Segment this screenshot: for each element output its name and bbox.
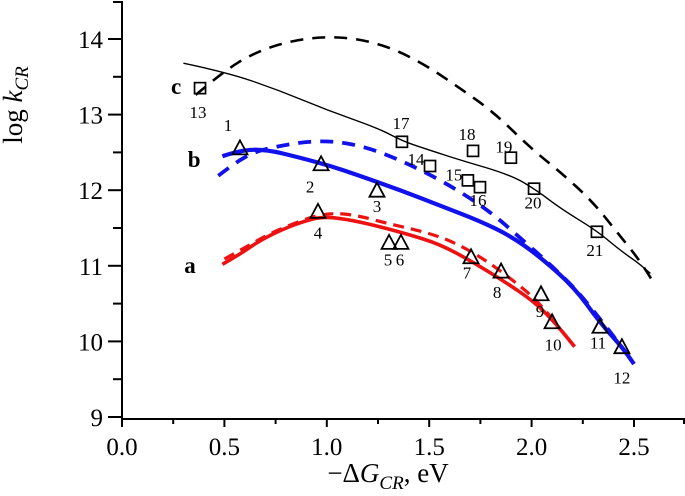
marker-triangle-2 xyxy=(312,154,331,172)
x-axis-label-prefix: −Δ xyxy=(327,458,360,488)
marker-square-18 xyxy=(466,144,480,158)
y-tick-label-12: 12 xyxy=(78,178,103,205)
marker-square-14 xyxy=(423,159,437,173)
curve-c-dashed xyxy=(194,36,656,285)
curve-b-solid xyxy=(221,147,636,366)
point-label-7: 7 xyxy=(463,264,472,283)
marker-triangle-4 xyxy=(308,201,327,219)
marker-triangle-10 xyxy=(543,312,562,330)
point-label-1: 1 xyxy=(224,116,233,135)
y-axis-label-symbol: k xyxy=(0,90,28,103)
point-label-6: 6 xyxy=(396,250,405,269)
marker-triangle-1 xyxy=(230,138,249,156)
point-label-19: 19 xyxy=(495,138,512,157)
x-axis-label: −ΔGCR, eV xyxy=(327,458,449,494)
point-label-5: 5 xyxy=(384,250,393,269)
point-label-2: 2 xyxy=(306,178,315,197)
y-tick-label-14: 14 xyxy=(78,27,104,54)
marker-square-13 xyxy=(193,81,207,95)
point-label-9: 9 xyxy=(536,302,545,321)
point-label-12: 12 xyxy=(613,369,630,388)
curve-label-b: b xyxy=(188,147,201,172)
point-label-4: 4 xyxy=(314,223,323,242)
curve-label-c: c xyxy=(171,74,181,99)
y-tick-label-9: 9 xyxy=(91,405,104,432)
point-label-10: 10 xyxy=(545,336,562,355)
y-tick-label-11: 11 xyxy=(79,254,103,281)
point-label-13: 13 xyxy=(190,103,207,122)
marker-square-16 xyxy=(473,180,487,194)
point-label-8: 8 xyxy=(493,283,502,302)
marker-triangle-7 xyxy=(461,247,480,265)
marker-triangle-9 xyxy=(532,284,551,302)
curve-layer xyxy=(183,36,656,366)
x-tick-label-2.5: 2.5 xyxy=(618,434,649,461)
marker-triangle-6 xyxy=(391,232,410,250)
y-axis-label-subscript: CR xyxy=(12,66,33,91)
curve-label-a: a xyxy=(184,253,196,278)
marker-square-17 xyxy=(395,135,409,149)
marker-triangle-5 xyxy=(380,232,399,250)
x-tick-label-0.0: 0.0 xyxy=(106,434,137,461)
x-axis-label-suffix: , eV xyxy=(404,458,449,488)
y-tick-label-13: 13 xyxy=(78,103,103,130)
x-tick-label-1.5: 1.5 xyxy=(414,434,445,461)
marker-square-21 xyxy=(590,225,604,239)
curve-b-dashed xyxy=(217,139,630,357)
point-label-3: 3 xyxy=(373,197,382,216)
point-label-21: 21 xyxy=(586,241,603,260)
y-tick-label-10: 10 xyxy=(78,329,103,356)
x-tick-label-1.0: 1.0 xyxy=(311,434,342,461)
marker-triangle-12 xyxy=(612,337,631,355)
point-label-15: 15 xyxy=(445,165,462,184)
marker-square-19 xyxy=(504,151,518,165)
point-label-11: 11 xyxy=(590,333,606,352)
point-label-20: 20 xyxy=(525,194,542,213)
marker-square-15 xyxy=(461,174,475,187)
point-label-18: 18 xyxy=(459,125,476,144)
curve-c-solid xyxy=(183,62,651,274)
marker-triangle-3 xyxy=(367,180,386,198)
marker-layer xyxy=(193,81,631,355)
x-tick-label-0.5: 0.5 xyxy=(209,434,240,461)
y-axis-label-prefix: log xyxy=(0,103,28,144)
curve-label-layer: a b c xyxy=(171,74,201,278)
marker-triangle-11 xyxy=(590,316,610,334)
x-axis-label-symbol: G xyxy=(360,458,380,488)
point-label-16: 16 xyxy=(469,191,486,210)
point-label-17: 17 xyxy=(392,114,410,133)
point-label-14: 14 xyxy=(408,150,426,169)
x-tick-label-2.0: 2.0 xyxy=(516,434,547,461)
marker-square-20 xyxy=(527,182,541,196)
x-axis-label-subscript: CR xyxy=(379,473,404,494)
curve-a-solid xyxy=(221,215,576,348)
y-axis-label: log kCR xyxy=(0,66,33,144)
marker-triangle-8 xyxy=(492,261,511,279)
